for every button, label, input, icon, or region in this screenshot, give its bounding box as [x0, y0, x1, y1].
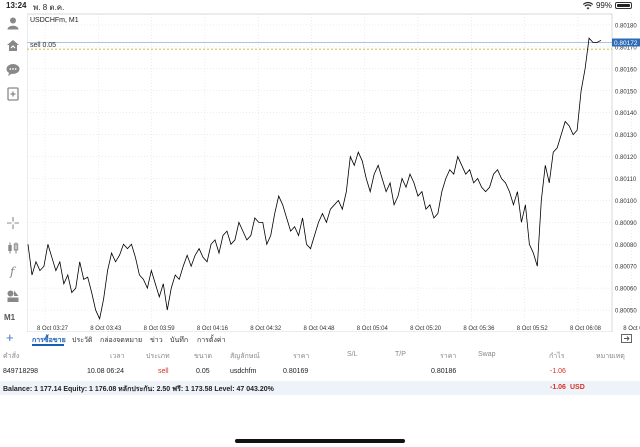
x-tick-label: 8 Oct 05:52: [517, 326, 549, 332]
wifi-icon: [582, 1, 593, 9]
y-tick-label: 0.80110: [615, 177, 637, 183]
balance-bar: Balance: 1 177.14 Equity: 1 176.08 หลักป…: [0, 381, 640, 395]
battery-icon: [615, 2, 632, 9]
y-tick-label: 0.80170: [615, 45, 637, 51]
position-label: sell 0.05: [30, 42, 56, 49]
y-tick-label: 0.80180: [615, 23, 637, 29]
col-sl: S/L: [347, 351, 358, 358]
y-tick-label: 0.80070: [615, 265, 637, 271]
chat-icon[interactable]: [5, 62, 21, 78]
function-icon[interactable]: f: [5, 263, 21, 279]
y-tick-label: 0.80130: [615, 133, 637, 139]
y-tick-label: 0.80140: [615, 111, 637, 117]
col-symbol: สัญลักษณ์: [230, 353, 260, 360]
tab-journal[interactable]: บันทึก: [170, 337, 189, 344]
user-icon[interactable]: [5, 15, 21, 31]
price-series-line: [27, 37, 602, 321]
table-row[interactable]: 849718298 10.08 06:24 sell 0.05 usdchfm …: [0, 367, 640, 379]
y-tick-label: 0.80080: [615, 243, 637, 249]
col-swap: Swap: [478, 351, 496, 358]
new-order-icon[interactable]: [5, 86, 21, 102]
x-tick-label: 8 Oct 05:04: [357, 326, 389, 332]
battery-percent: 99%: [595, 1, 612, 10]
order-profit: -1.06: [550, 368, 566, 375]
y-tick-label: 0.80060: [615, 287, 637, 293]
x-tick-label: 8 Oct 06:08: [570, 326, 602, 332]
x-tick-label: 8 Oct 04:16: [197, 326, 229, 332]
x-tick-label: 8 Oct 03:27: [37, 326, 69, 332]
x-tick-label: 8 Oct 05:36: [463, 326, 495, 332]
terminal-tabs: + การซื้อขาย ประวัติ กล่องจดหมาย ข่าว บั…: [0, 330, 640, 346]
y-tick-label: 0.80050: [615, 309, 637, 315]
left-toolbar: f M1: [0, 12, 26, 330]
order-time: 10.08 06:24: [87, 368, 124, 375]
order-current-price: 0.80186: [431, 368, 457, 375]
x-tick-label: 8 Oct 04:48: [304, 326, 336, 332]
col-order: คำสั่ง: [3, 353, 20, 360]
home-indicator[interactable]: [235, 439, 405, 443]
account-currency: USD: [570, 384, 585, 391]
candles-icon[interactable]: [5, 240, 21, 256]
col-time: เวลา: [110, 353, 125, 360]
active-tab-indicator: [32, 344, 64, 346]
total-profit: -1.06: [550, 384, 566, 391]
tab-mailbox[interactable]: กล่องจดหมาย: [100, 337, 143, 344]
order-symbol: usdchfm: [230, 368, 257, 375]
price-chart[interactable]: 0.80180 0.80170 0.80160 0.80150 0.80140 0.801…: [27, 12, 640, 332]
col-price-open: ราคา: [293, 353, 310, 360]
order-size: 0.05: [196, 368, 210, 375]
current-price-tag: [612, 38, 640, 47]
order-id: 849718298: [3, 368, 39, 375]
order-open-price: 0.80169: [283, 368, 309, 375]
order-type: sell: [158, 368, 169, 375]
y-tick-label: 0.80100: [615, 199, 637, 205]
current-price-label: 0.80172: [614, 40, 638, 47]
tab-history[interactable]: ประวัติ: [72, 337, 93, 344]
status-right: 99%: [582, 1, 632, 10]
col-profit: กำไร: [549, 353, 565, 360]
objects-icon[interactable]: [5, 288, 21, 304]
col-type: ประเภท: [146, 353, 170, 360]
col-size: ขนาด: [194, 353, 213, 360]
x-tick-label: 8 Oct 03:59: [144, 326, 176, 332]
x-axis: 8 Oct 03:27 8 Oct 03:43 8 Oct 03:59 8 Oct 0…: [37, 326, 640, 332]
col-comment: หมายเหตุ: [596, 353, 625, 360]
y-axis: 0.80180 0.80170 0.80160 0.80150 0.80140 0.801…: [615, 23, 637, 314]
add-icon[interactable]: +: [6, 330, 14, 345]
x-tick-label: 8 Oct 05:20: [410, 326, 442, 332]
tab-settings[interactable]: การตั้งค่า: [197, 337, 226, 344]
x-tick-label: 8 Oct 06:24: [623, 326, 640, 332]
tab-news[interactable]: ข่าว: [150, 337, 163, 344]
home-up-icon[interactable]: [5, 38, 21, 54]
col-price-current: ราคา: [440, 353, 457, 360]
y-tick-label: 0.80090: [615, 221, 637, 227]
x-tick-label: 8 Oct 04:32: [250, 326, 282, 332]
y-tick-label: 0.80160: [615, 67, 637, 73]
timeframe-label[interactable]: M1: [4, 313, 16, 322]
crosshair-icon[interactable]: [5, 215, 21, 231]
svg-text:f: f: [9, 265, 17, 279]
y-tick-label: 0.80150: [615, 89, 637, 95]
chart-symbol-label: USDCHFm, M1: [30, 17, 79, 24]
status-bar: 13:24 พ. 8 ต.ค. 99%: [0, 0, 640, 12]
balance-summary: Balance: 1 177.14 Equity: 1 176.08 หลักป…: [3, 386, 274, 393]
status-time: 13:24: [6, 1, 27, 10]
tab-trade[interactable]: การซื้อขาย: [32, 337, 66, 344]
y-tick-label: 0.80120: [615, 155, 637, 161]
x-tick-label: 8 Oct 03:43: [90, 326, 122, 332]
col-tp: T/P: [395, 351, 406, 358]
status-date: พ. 8 ต.ค.: [33, 3, 65, 12]
panel-toggle-icon[interactable]: [621, 334, 632, 345]
orders-table-header: คำสั่ง เวลา ประเภท ขนาด สัญลักษณ์ ราคา S…: [0, 350, 640, 362]
chart-canvas: 0.80180 0.80170 0.80160 0.80150 0.80140 0.801…: [27, 13, 640, 332]
